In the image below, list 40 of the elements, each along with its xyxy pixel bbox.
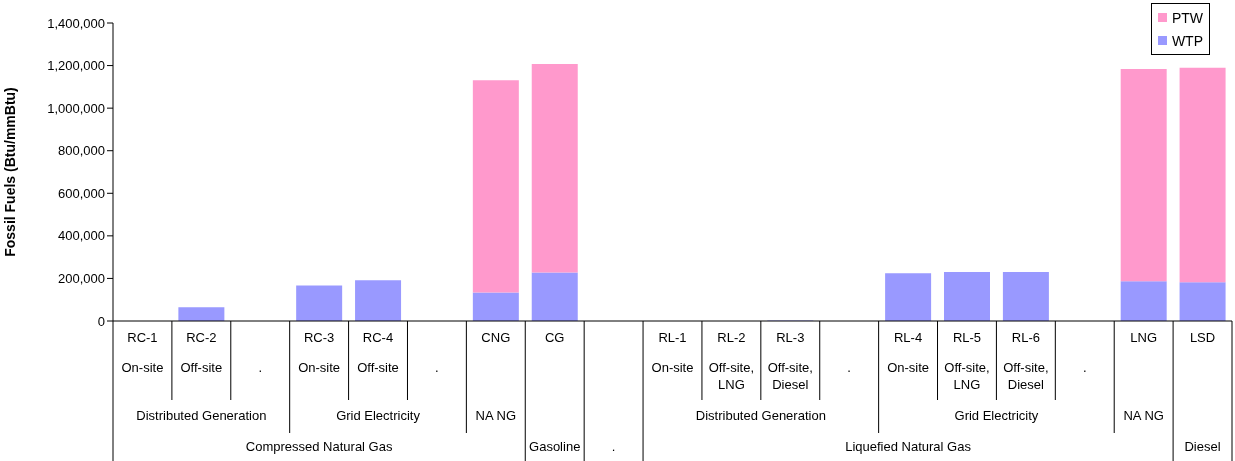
text: Distributed Generation <box>695 408 826 423</box>
text: Grid Electricity <box>954 408 1039 423</box>
text: Distributed Generation <box>136 408 267 423</box>
y-tick-label: 600,000 <box>58 185 105 201</box>
x-tick-label: RC-2 Off-site <box>180 330 223 375</box>
x-tick-label: RC-3 On-site <box>298 330 341 375</box>
y-tick-label: 200,000 <box>58 271 105 287</box>
x-tick-label: CG <box>544 330 565 345</box>
legend-label: PTW <box>1171 9 1203 26</box>
text: . <box>611 439 616 454</box>
text: . <box>1082 360 1087 375</box>
text: Grid Electricity <box>336 408 421 423</box>
text: Compressed Natural Gas <box>245 439 393 454</box>
y-axis-title: Fossil Fuels (Btu/mmBtu) <box>1 87 18 257</box>
y-tick-label: 1,200,000 <box>47 58 105 74</box>
x-tick-label: RL-2 Off-site, LNG <box>708 330 755 392</box>
x-tick-label: RL-1 On-site <box>651 330 694 375</box>
y-tick-label: 1,000,000 <box>47 100 105 116</box>
x-tick-label: RC-4 Off-site <box>357 330 399 375</box>
x-tick-label: RC-1 On-site <box>121 330 164 375</box>
y-tick-label: 1,400,000 <box>47 15 105 31</box>
text: NA NG <box>475 408 517 423</box>
text: Liquefied Natural Gas <box>845 439 972 454</box>
y-tick-label: 400,000 <box>58 228 105 244</box>
text: Gasoline <box>529 439 581 454</box>
text: . <box>847 360 851 375</box>
text: NA NG <box>1123 408 1164 423</box>
x-tick-label: RL-5 Off-site, LNG <box>944 330 990 392</box>
x-tick-label: RL-6 Off-site, Diesel <box>1003 330 1049 392</box>
x-tick-label: RL-3 Off-site, Diesel <box>767 330 813 392</box>
text: Diesel <box>1184 439 1221 454</box>
x-tick-label: CNG <box>481 330 511 345</box>
y-tick-label: 800,000 <box>58 143 105 159</box>
text: . <box>435 360 439 375</box>
text: . <box>258 360 263 375</box>
x-tick-label: RL-4 On-site <box>887 330 930 375</box>
x-tick-label: LNG <box>1130 330 1158 345</box>
y-tick-label: 0 <box>97 313 105 329</box>
x-tick-label: LSD <box>1189 330 1216 345</box>
legend-label: WTP <box>1171 32 1203 49</box>
